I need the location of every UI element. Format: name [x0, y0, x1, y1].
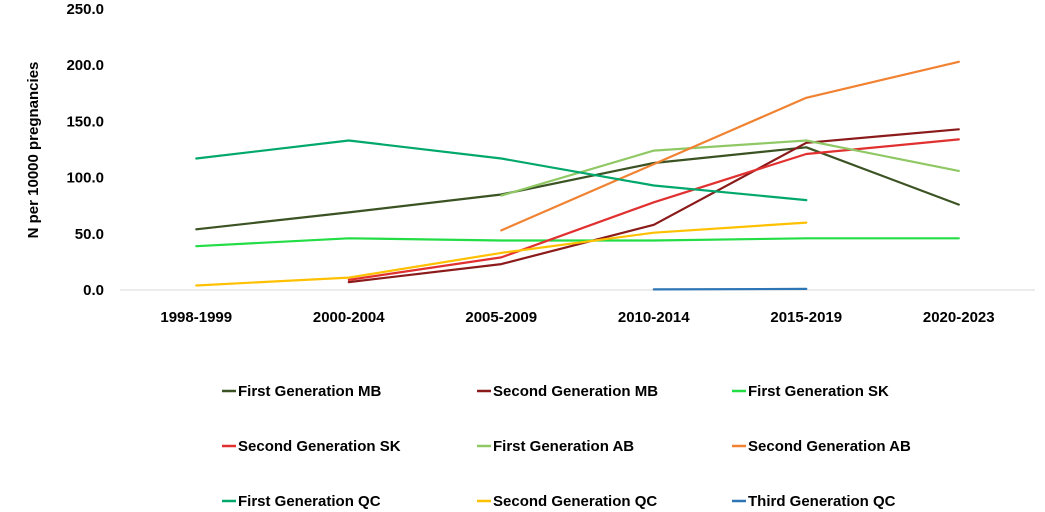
legend-item-second-generation-ab: Second Generation AB — [732, 438, 911, 455]
x-tick-label: 2000-2004 — [313, 309, 385, 326]
x-tick-label: 2020-2023 — [923, 309, 995, 326]
x-tick-label: 2010-2014 — [618, 309, 690, 326]
legend-item-first-generation-sk: First Generation SK — [732, 383, 889, 400]
x-tick-label: 2015-2019 — [770, 309, 842, 326]
series-line-second-generation-sk — [347, 138, 960, 281]
y-axis-ticks: 0.0 50.0 100.0 150.0 200.0 250.0 — [66, 1, 104, 299]
series-lines — [195, 60, 960, 291]
legend-label: Second Generation MB — [493, 383, 658, 400]
x-tick-label: 2005-2009 — [465, 309, 537, 326]
legend-label: Third Generation QC — [748, 493, 896, 510]
legend-label: First Generation AB — [493, 438, 634, 455]
legend-item-second-generation-qc: Second Generation QC — [477, 493, 657, 510]
y-axis-label: N per 10000 pregnancies — [25, 62, 42, 239]
y-tick-label: 100.0 — [66, 170, 104, 187]
legend: First Generation MB Second Generation MB F… — [222, 383, 911, 510]
y-tick-label: 50.0 — [75, 226, 104, 243]
series-line-second-generation-ab — [500, 60, 960, 232]
x-axis-ticks: 1998-1999 2000-2004 2005-2009 2010-2014 2015… — [160, 309, 994, 326]
legend-label: First Generation QC — [238, 493, 381, 510]
series-line-first-generation-mb — [195, 146, 960, 231]
y-tick-label: 0.0 — [83, 282, 104, 299]
series-line-first-generation-sk — [195, 237, 960, 248]
x-tick-label: 1998-1999 — [160, 309, 232, 326]
legend-label: First Generation SK — [748, 383, 889, 400]
legend-item-first-generation-ab: First Generation AB — [477, 438, 634, 455]
series-line-first-generation-ab — [500, 139, 960, 197]
legend-label: Second Generation SK — [238, 438, 401, 455]
series-line-first-generation-qc — [195, 139, 808, 202]
series-line-second-generation-qc — [195, 221, 808, 287]
legend-item-first-generation-mb: First Generation MB — [222, 383, 382, 400]
series-line-second-generation-mb — [347, 128, 960, 284]
legend-item-first-generation-qc: First Generation QC — [222, 493, 381, 510]
series-line-third-generation-qc — [652, 287, 808, 291]
legend-label: First Generation MB — [238, 383, 382, 400]
legend-item-second-generation-mb: Second Generation MB — [477, 383, 658, 400]
y-tick-label: 250.0 — [66, 1, 104, 18]
y-tick-label: 200.0 — [66, 57, 104, 74]
legend-item-third-generation-qc: Third Generation QC — [732, 493, 896, 510]
y-tick-label: 150.0 — [66, 113, 104, 130]
legend-label: Second Generation QC — [493, 493, 657, 510]
legend-label: Second Generation AB — [748, 438, 911, 455]
legend-item-second-generation-sk: Second Generation SK — [222, 438, 401, 455]
